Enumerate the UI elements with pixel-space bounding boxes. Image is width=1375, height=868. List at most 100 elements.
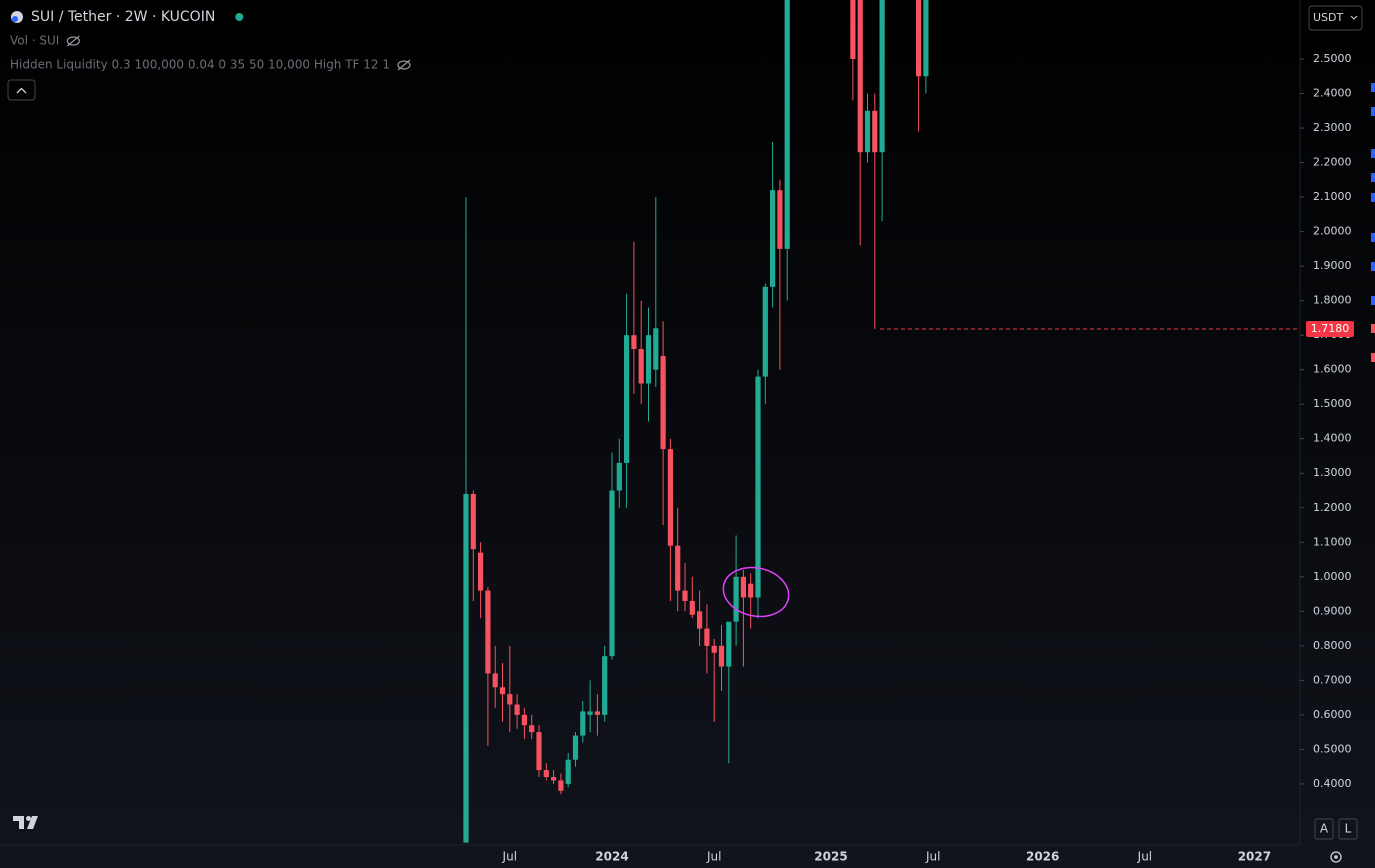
candle-body <box>507 694 513 705</box>
eye-icon <box>397 60 411 70</box>
candle-body <box>777 190 783 249</box>
candle-body <box>645 335 652 384</box>
candle-body <box>551 776 557 781</box>
candle-body <box>594 711 600 715</box>
y-tick-label: 0.9000 <box>1313 604 1352 617</box>
candle-body <box>572 735 579 760</box>
y-tick-label: 1.2000 <box>1313 501 1352 514</box>
candle-body <box>755 376 761 598</box>
eye-icon <box>66 35 80 47</box>
candle-body <box>653 328 659 370</box>
status-dot <box>235 13 244 21</box>
x-tick-label: Jul <box>925 850 940 864</box>
currency-selector[interactable] <box>1308 5 1363 31</box>
y-tick-label: 2.1000 <box>1313 190 1352 203</box>
settings-icon <box>1334 855 1338 859</box>
candle-body <box>916 0 922 77</box>
candle-body <box>667 449 673 546</box>
button-label: A <box>1320 822 1329 836</box>
collapse-icon <box>16 87 27 94</box>
drawing-ellipse[interactable] <box>719 562 794 623</box>
y-tick-label: 0.7000 <box>1313 673 1352 686</box>
candle-body <box>857 0 863 153</box>
indicator-label[interactable]: Hidden Liquidity 0.3 100,000 0.04 0 35 5… <box>10 58 390 72</box>
candle-body <box>470 493 476 550</box>
button-label: L <box>1345 822 1352 836</box>
price-label: 1.7180 <box>1311 322 1350 335</box>
x-tick-label: Jul <box>1137 850 1152 864</box>
edge-marker <box>1371 296 1375 305</box>
candle-body <box>536 732 542 771</box>
y-tick-label: 1.3000 <box>1313 466 1352 479</box>
y-tick-label: 2.4000 <box>1313 87 1352 100</box>
eye-icon <box>66 36 80 46</box>
candle-body <box>682 590 688 601</box>
candle-body <box>478 552 484 591</box>
candle-body <box>711 645 717 653</box>
y-tick-label: 1.9000 <box>1313 259 1352 272</box>
indicator-label[interactable]: Vol · SUI <box>10 34 59 48</box>
x-tick-label: Jul <box>706 850 721 864</box>
log-scale-button[interactable] <box>1338 818 1358 840</box>
candle-body <box>616 462 622 491</box>
edge-markers <box>1371 83 1375 362</box>
logo <box>26 816 31 821</box>
candle-body <box>499 687 506 695</box>
y-tick-label: 0.8000 <box>1313 639 1352 652</box>
candle-body <box>624 335 630 463</box>
candle-body <box>726 621 732 667</box>
edge-marker <box>1371 262 1375 271</box>
y-tick-label: 1.6000 <box>1313 363 1352 376</box>
y-tick-label: 2.2000 <box>1313 156 1352 169</box>
candle-body <box>923 0 929 77</box>
visibility-toggle[interactable] <box>66 35 80 47</box>
candle-body <box>565 759 571 784</box>
symbol-icon <box>12 16 18 22</box>
candle-body <box>463 493 469 843</box>
x-tick-label: 2025 <box>814 850 847 864</box>
edge-marker <box>1371 324 1375 333</box>
y-tick-label: 1.8000 <box>1313 294 1352 307</box>
candle-body <box>638 348 644 384</box>
price-label-box <box>1306 320 1354 337</box>
candle-body <box>740 576 746 598</box>
y-tick-label: 0.5000 <box>1313 742 1352 755</box>
edge-marker <box>1371 193 1375 202</box>
symbol-title[interactable]: SUI / Tether · 2W · KUCOIN <box>31 9 215 25</box>
candle-body <box>543 770 549 777</box>
collapse-button[interactable] <box>7 79 36 101</box>
candle-body <box>762 286 768 377</box>
candle-body <box>521 714 527 726</box>
candle-body <box>602 656 608 715</box>
y-tick-label: 2.5000 <box>1313 52 1352 65</box>
candle-body <box>609 490 615 657</box>
candle-body <box>492 673 498 688</box>
logo <box>13 816 38 829</box>
plot <box>463 0 1300 843</box>
candle-body <box>733 576 739 622</box>
x-tick-label: 2026 <box>1026 850 1059 864</box>
currency-label: USDT <box>1313 11 1344 24</box>
candle-body <box>529 725 535 733</box>
candle-body <box>864 110 871 153</box>
edge-marker <box>1371 107 1375 116</box>
candle-body <box>718 645 725 667</box>
edge-marker <box>1371 233 1375 242</box>
y-tick-label: 1.1000 <box>1313 535 1352 548</box>
y-tick-label: 0.6000 <box>1313 708 1352 721</box>
edge-marker <box>1371 149 1375 158</box>
auto-scale-button[interactable] <box>1314 818 1334 840</box>
visibility-toggle[interactable] <box>397 59 411 71</box>
candle-body <box>872 110 878 153</box>
y-tick-label: 2.3000 <box>1313 121 1352 134</box>
candle-body <box>587 711 593 715</box>
candle-body <box>784 0 790 249</box>
candle-body <box>631 335 637 349</box>
candle-body <box>850 0 856 60</box>
dropdown-icon <box>1350 15 1358 20</box>
candle-body <box>580 711 586 736</box>
settings-icon[interactable] <box>1330 851 1342 863</box>
x-tick-label: 2027 <box>1238 850 1271 864</box>
